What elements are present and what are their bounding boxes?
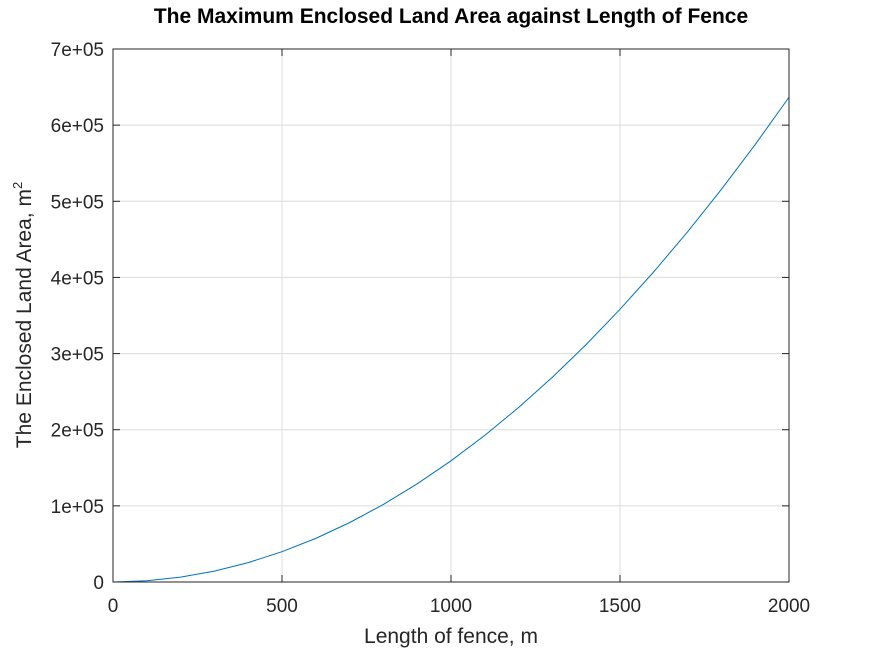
x-tick-label: 2000	[768, 596, 810, 617]
y-axis-label: The Enclosed Land Area, m2	[10, 182, 36, 448]
y-tick-label: 6e+05	[51, 116, 104, 137]
y-tick-label: 7e+05	[51, 40, 104, 61]
series-line	[112, 96, 790, 583]
ticks	[112, 48, 790, 583]
y-tick-label: 0	[93, 573, 104, 594]
y-tick-label: 1e+05	[51, 497, 104, 518]
y-tick-label: 5e+05	[51, 192, 104, 213]
x-axis-label: Length of fence, m	[364, 625, 538, 648]
x-tick-label: 1000	[430, 596, 472, 617]
y-tick-label: 3e+05	[51, 345, 104, 366]
x-tick-labels: 0 500 1000 1500 2000	[108, 596, 810, 617]
y-axis-label-main: The Enclosed Land Area, m	[13, 189, 36, 448]
x-tick-label: 500	[266, 596, 298, 617]
grid	[113, 49, 789, 582]
chart-title: The Maximum Enclosed Land Area against L…	[154, 5, 748, 28]
y-tick-label: 2e+05	[51, 421, 104, 442]
y-axis-label-superscript: 2	[10, 182, 25, 189]
series-layer	[112, 96, 790, 583]
x-tick-label: 0	[108, 596, 119, 617]
y-tick-labels: 0 1e+05 2e+05 3e+05 4e+05 5e+05 6e+05 7e+05	[51, 40, 104, 594]
y-tick-label: 4e+05	[51, 268, 104, 289]
x-tick-label: 1500	[599, 596, 641, 617]
